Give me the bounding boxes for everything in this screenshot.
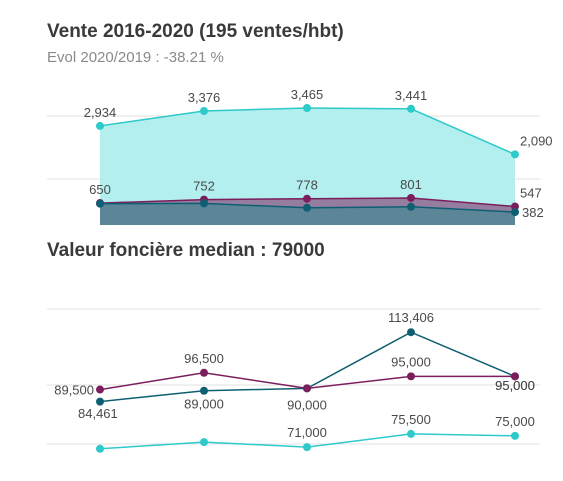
cyan-data-label: 75,500 [391, 412, 431, 427]
teal-point [96, 397, 104, 406]
cyan-data-label: 75,000 [495, 414, 535, 429]
purple-point [511, 202, 519, 211]
teal-point [96, 199, 104, 208]
cyan-point [511, 431, 519, 440]
cyan-point [200, 107, 208, 116]
purple-data-label: 778 [296, 178, 318, 193]
teal-point [200, 199, 208, 208]
section-title: Valeur foncière median : 79000 [47, 240, 325, 261]
teal-data-label: 89,000 [184, 397, 224, 412]
cyan-data-label: 2,934 [84, 105, 117, 120]
teal-point [407, 328, 415, 337]
teal-point [303, 203, 311, 212]
purple-data-label: 89,500 [54, 383, 94, 398]
teal-point [407, 202, 415, 211]
cyan-data-label: 3,376 [188, 90, 221, 105]
cyan-point [407, 104, 415, 113]
cyan-data-label: 2,090 [520, 133, 553, 148]
cyan-point [511, 150, 519, 159]
sales-area-chart: 2,934 3,376 3,465 3,441 2,090 650 752 778 801 547… [47, 87, 553, 225]
purple-data-label: 650 [89, 182, 111, 197]
purple-point [511, 372, 519, 381]
purple-data-label: 547 [520, 186, 542, 201]
purple-point [407, 372, 415, 381]
teal-data-label: 113,406 [388, 310, 434, 325]
teal-data-label: 84,461 [78, 406, 118, 421]
teal-point [511, 208, 519, 217]
cyan-point [200, 438, 208, 447]
purple-point [303, 384, 311, 393]
purple-data-label: 96,500 [184, 351, 224, 366]
purple-data-label: 801 [400, 177, 422, 192]
teal-point [200, 386, 208, 395]
purple-point [407, 193, 415, 202]
cyan-data-label: 71,000 [287, 425, 327, 440]
purple-data-label: 95,000 [391, 354, 431, 369]
purple-data-label: 752 [193, 179, 215, 194]
cyan-data-label: 3,441 [395, 88, 428, 103]
purple-point [303, 194, 311, 203]
teal-data-label: 90,000 [287, 397, 327, 412]
chart-subtitle: Evol 2020/2019 : -38.21 % [47, 49, 224, 66]
cyan-point [407, 429, 415, 438]
cyan-point [96, 121, 104, 130]
cyan-data-label: 3,465 [291, 87, 324, 102]
cyan-point [303, 443, 311, 452]
purple-data-label: 95,000 [495, 378, 535, 393]
teal-data-label: 382 [522, 205, 544, 220]
purple-point [96, 385, 104, 394]
chart-title: Vente 2016-2020 (195 ventes/hbt) [47, 21, 344, 42]
cyan-point [303, 104, 311, 112]
purple-point [200, 368, 208, 377]
teal-data-label: 95,000 [495, 378, 535, 393]
cyan-point [96, 444, 104, 453]
